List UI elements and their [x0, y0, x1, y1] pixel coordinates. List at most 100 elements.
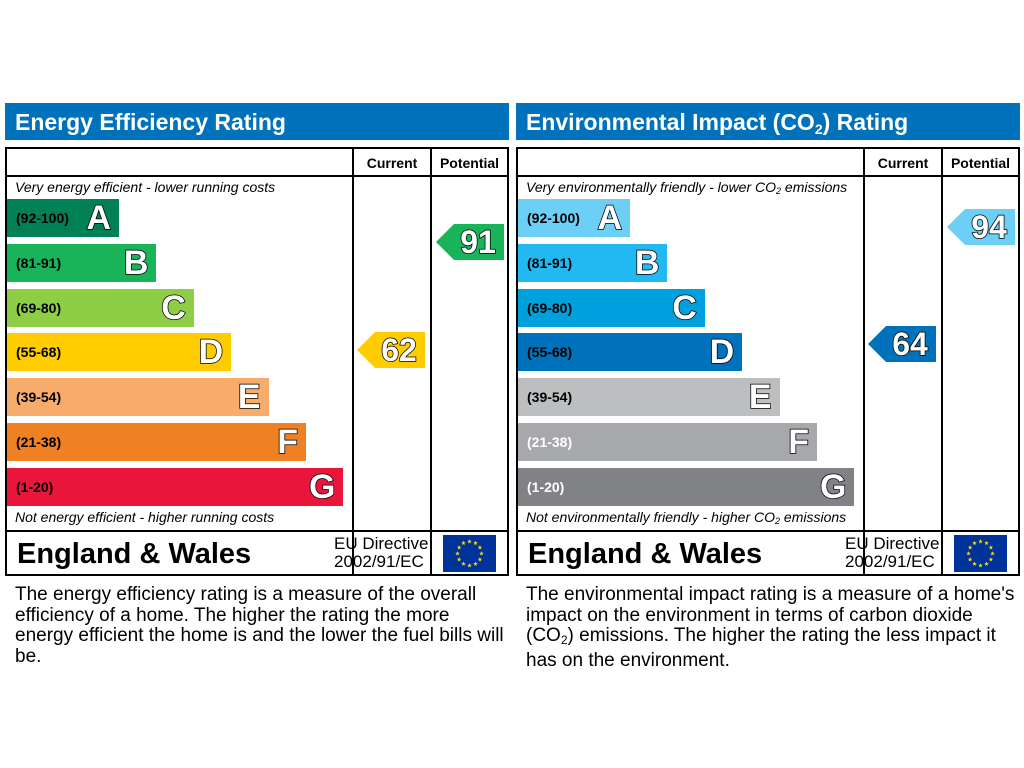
footer-row: England & Wales EU Directive 2002/91/EC: [516, 530, 1020, 576]
flag-star: [972, 540, 977, 546]
rating-band-a: (92-100) A: [518, 198, 630, 238]
band-range: (21-38): [16, 434, 62, 450]
title-end: ) Rating: [822, 109, 909, 135]
flag-star: [467, 563, 472, 568]
arrow-shape: [947, 209, 1015, 245]
band-range: (81-91): [16, 254, 62, 271]
flag-star: [456, 545, 462, 550]
environmental-impact-panel: Environmental Impact (CO2) Rating Curren…: [516, 103, 1020, 683]
table-header-row: [518, 149, 1018, 177]
flag-star: [467, 539, 472, 544]
flag-star: [473, 540, 478, 546]
flag-star: [967, 557, 973, 562]
description-subscript: 2: [560, 633, 568, 647]
current-column-header: Current: [877, 155, 929, 171]
band-letter: G: [308, 467, 336, 507]
directive-line-2: 2002/91/EC: [334, 552, 424, 571]
flag-star: [477, 545, 483, 550]
note-main: Very environmentally friendly - lower CO: [526, 179, 777, 195]
band-letter: F: [276, 422, 298, 462]
band-range: (1-20): [527, 478, 565, 495]
band-range: (92-100): [16, 210, 69, 226]
band-range: (81-91): [527, 254, 573, 271]
rating-band-b: (81-91) B: [518, 243, 668, 283]
region-label: England & Wales: [17, 538, 252, 570]
description-part-2: ) emissions. The higher the rating the l…: [526, 625, 996, 671]
rating-band-a: (92-100) A: [7, 198, 119, 238]
rating-band-e: (39-54) E: [518, 377, 780, 417]
band-range: (55-68): [527, 344, 573, 361]
description-part-1: The environmental impact rating is a mea…: [526, 584, 1015, 646]
flag-star: [966, 551, 971, 556]
current-rating-arrow: 62: [357, 331, 425, 369]
potential-column-header: Potential: [439, 155, 500, 171]
arrow-shape: [436, 224, 504, 260]
rating-band-f: (21-38) F: [7, 422, 306, 462]
band-letter: C: [671, 288, 697, 328]
band-range: (1-20): [16, 478, 54, 495]
rating-band-c: (69-80) C: [7, 288, 194, 328]
title-main: Environmental Impact (CO: [526, 109, 815, 135]
title-subscript: 2: [814, 121, 823, 137]
band-letter: F: [787, 422, 809, 462]
flag-star: [477, 557, 483, 562]
potential-rating-value: 94: [970, 208, 1007, 246]
environmental-impact-title: Environmental Impact (CO2) Rating: [516, 103, 1020, 140]
potential-rating-arrow: 94: [947, 208, 1015, 246]
rating-band-b: (81-91) B: [7, 243, 157, 283]
flag-star: [967, 545, 973, 550]
band-range: (55-68): [16, 344, 62, 361]
flag-star: [984, 561, 989, 566]
rating-band-g: (1-20) G: [518, 467, 855, 507]
note-end: emissions: [780, 509, 847, 525]
band-range: (39-54): [527, 389, 573, 406]
flag-star: [990, 551, 995, 556]
energy-efficiency-description: The energy efficiency rating is a measur…: [15, 584, 504, 667]
rating-band-c: (69-80) C: [518, 288, 705, 328]
rating-band-d: (55-68) D: [7, 333, 232, 373]
energy-efficiency-table: Current Potential Very energy efficient …: [5, 147, 509, 576]
band-range: (39-54): [16, 389, 62, 406]
flag-star: [473, 561, 478, 566]
flag-star: [455, 551, 460, 556]
rating-band-e: (39-54) E: [7, 377, 269, 417]
band-letter: B: [123, 243, 149, 283]
note-subscript: 2: [776, 186, 782, 196]
directive-line-1: EU Directive: [845, 534, 940, 553]
band-letter: C: [160, 288, 186, 328]
arrow-shape: [357, 332, 425, 368]
current-rating-value: 64: [891, 325, 928, 363]
flag-star: [978, 539, 983, 544]
current-rating-arrow: 64: [868, 325, 936, 363]
potential-rating-value: 91: [459, 223, 496, 261]
table-header-row: [7, 149, 507, 177]
eu-flag-icon: [443, 535, 496, 572]
note-main: Not environmentally friendly - higher CO: [526, 509, 775, 525]
note-end: emissions: [781, 179, 848, 195]
potential-column-divider: [430, 149, 432, 574]
flag-star: [988, 545, 994, 550]
current-column-divider: [352, 149, 354, 574]
arrow-shape: [868, 326, 936, 362]
potential-column-header: Potential: [950, 155, 1011, 171]
potential-rating-arrow: 91: [436, 223, 504, 261]
band-letter: B: [634, 243, 660, 283]
note-subscript: 2: [775, 516, 781, 526]
band-letter: D: [198, 333, 224, 373]
eu-flag-icon: [954, 535, 1007, 572]
environmental-impact-table: Current Potential Very environmentally f…: [516, 147, 1020, 576]
band-range: (69-80): [527, 299, 573, 316]
rating-band-g: (1-20) G: [7, 467, 344, 507]
flag-star: [461, 540, 466, 546]
flag-star: [988, 557, 994, 562]
potential-column-divider: [941, 149, 943, 574]
current-column-header: Current: [366, 155, 418, 171]
flag-star: [479, 551, 484, 556]
bottom-note: Not energy efficient - higher running co…: [15, 509, 275, 525]
band-range: (21-38): [527, 434, 573, 450]
energy-efficiency-title: Energy Efficiency Rating: [5, 103, 509, 140]
region-label: England & Wales: [528, 538, 763, 570]
band-letter: G: [819, 467, 847, 507]
band-letter: A: [86, 198, 112, 238]
top-note: Very environmentally friendly - lower CO…: [526, 179, 847, 196]
